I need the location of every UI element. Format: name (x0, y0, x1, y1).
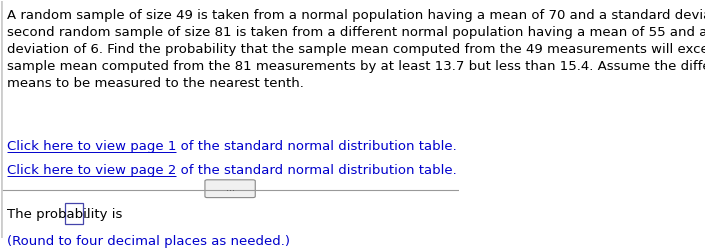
FancyBboxPatch shape (66, 203, 82, 224)
Text: The probability is: The probability is (7, 208, 122, 221)
Text: A random sample of size 49 is taken from a normal population having a mean of 70: A random sample of size 49 is taken from… (7, 8, 705, 89)
Text: (Round to four decimal places as needed.): (Round to four decimal places as needed.… (7, 235, 290, 248)
FancyBboxPatch shape (205, 180, 255, 198)
Text: Click here to view page 2 of the standard normal distribution table.: Click here to view page 2 of the standar… (7, 164, 457, 177)
Text: .: . (85, 208, 89, 221)
Text: Click here to view page 1 of the standard normal distribution table.: Click here to view page 1 of the standar… (7, 140, 457, 153)
Text: ...: ... (226, 182, 235, 192)
